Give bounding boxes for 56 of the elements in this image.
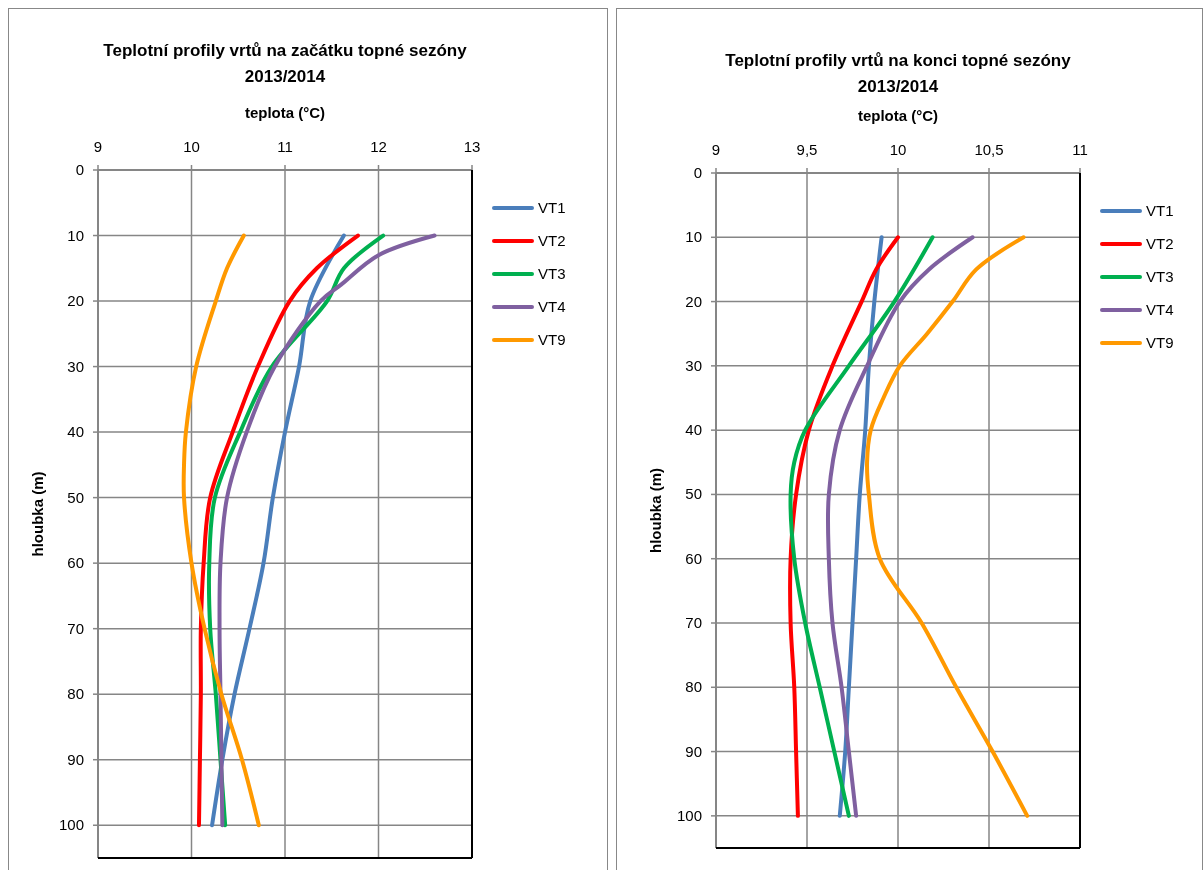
line-series (181, 233, 261, 828)
y-tick-label: 30 (67, 357, 84, 375)
legend-label: VT3 (538, 265, 566, 282)
y-tick-label: 90 (67, 750, 84, 768)
y-tick-label: 70 (67, 619, 84, 637)
y-axis-title: hloubka (m) (647, 468, 664, 553)
x-axis-title: teplota (°C) (857, 107, 939, 124)
x-tick-label: 9,5 (796, 141, 818, 158)
y-tick-label: 40 (685, 421, 702, 439)
x-tick-label: 9 (93, 138, 103, 155)
y-tick-label: 0 (75, 161, 84, 178)
y-tick-label: 50 (685, 485, 702, 503)
y-tick-label: 100 (676, 806, 702, 824)
legend-label: VT3 (1146, 268, 1174, 285)
x-tick-label: 12 (370, 138, 387, 155)
y-tick-label: 60 (67, 554, 84, 572)
y-tick-label: 60 (685, 549, 702, 567)
legend-label: VT1 (1146, 202, 1174, 219)
x-tick-label: 10 (889, 141, 907, 158)
y-axis-title: hloubka (m) (29, 471, 46, 557)
line-series (217, 233, 437, 828)
y-tick-label: 0 (693, 164, 702, 181)
legend-label: VT1 (538, 199, 566, 216)
x-tick-label: 10 (183, 138, 200, 155)
line-series (825, 235, 975, 818)
legend-label: VT9 (1146, 334, 1174, 351)
x-tick-label: 9 (711, 141, 721, 158)
y-tick-label: 90 (685, 742, 702, 760)
x-tick-label: 13 (463, 138, 481, 155)
x-axis-title: teplota (°C) (244, 104, 326, 121)
y-tick-label: 80 (685, 678, 702, 696)
legend-label: VT9 (538, 331, 566, 348)
legend-label: VT4 (1146, 301, 1174, 318)
line-series (788, 235, 935, 818)
line-series (210, 233, 346, 828)
line-series (865, 235, 1030, 818)
y-tick-label: 100 (58, 816, 84, 834)
y-tick-label: 20 (67, 292, 84, 310)
x-tick-label: 11 (277, 138, 293, 155)
y-tick-label: 20 (685, 292, 702, 310)
y-tick-label: 80 (67, 685, 84, 703)
legend-label: VT4 (538, 298, 566, 315)
chart-title: Teplotní profily vrtů na konci topné sezóny 2013/2014 (725, 51, 1072, 96)
x-tick-label: 11 (1072, 141, 1088, 158)
chart-title: Teplotní profily vrtů na začátku topné sezóny 2013/2014 (103, 41, 468, 86)
y-tick-label: 50 (67, 488, 84, 506)
y-tick-label: 30 (685, 356, 702, 374)
line-series (196, 233, 360, 828)
legend-label: VT2 (538, 232, 566, 249)
y-tick-label: 10 (685, 228, 702, 246)
legend-label: VT2 (1146, 235, 1174, 252)
line-series (788, 235, 900, 818)
x-tick-label: 10,5 (974, 141, 1004, 158)
y-tick-label: 40 (67, 423, 84, 441)
y-tick-label: 10 (67, 226, 84, 244)
y-tick-label: 70 (685, 614, 702, 631)
